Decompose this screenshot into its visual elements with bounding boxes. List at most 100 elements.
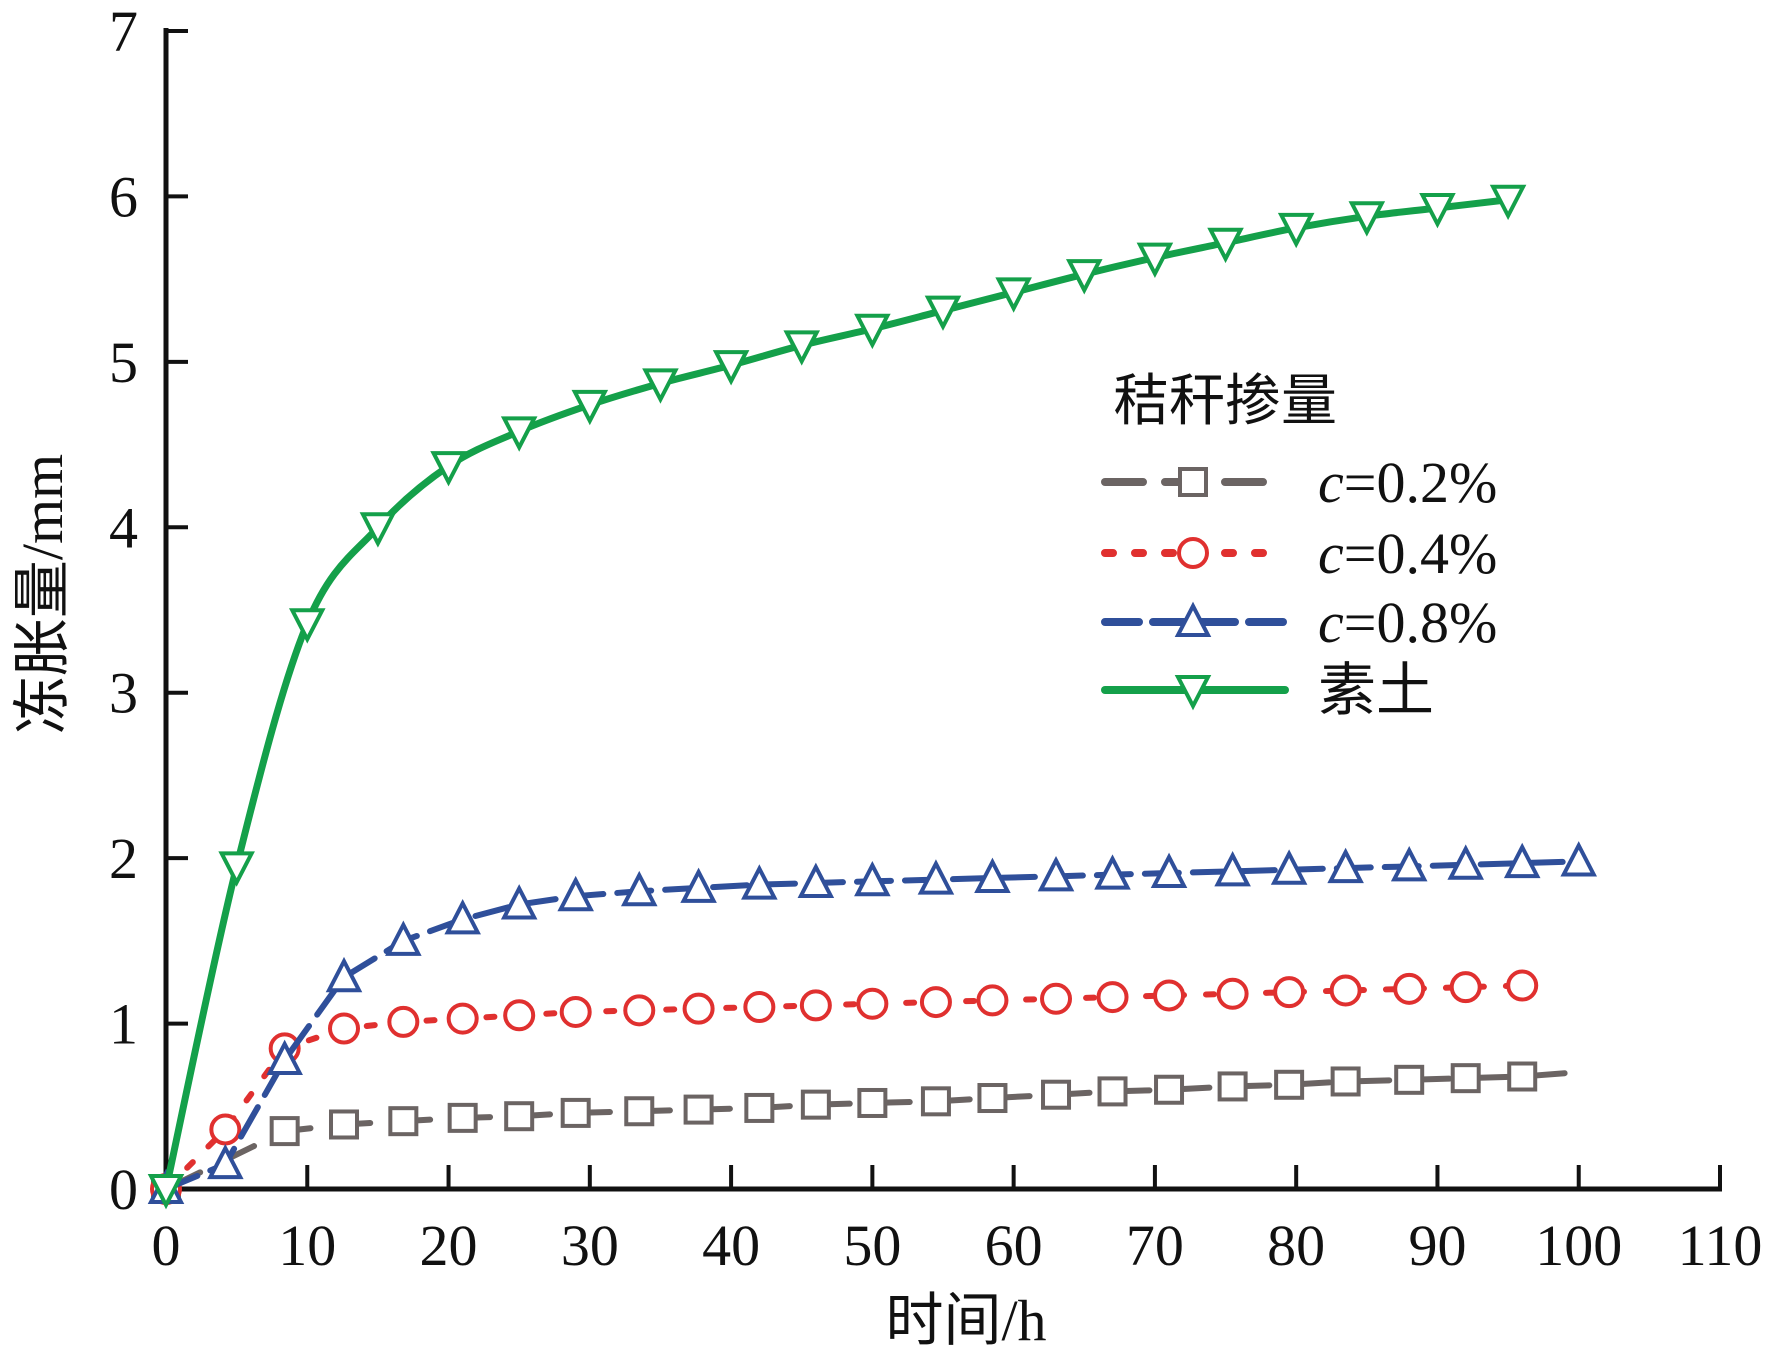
legend-marker xyxy=(1174,601,1212,637)
data-point xyxy=(1096,981,1129,1014)
legend-item: c=0.4% xyxy=(1101,521,1498,586)
series-line xyxy=(163,858,1582,1192)
series-line xyxy=(162,196,1512,1193)
legend-label-text: =0.2% xyxy=(1344,450,1498,515)
data-point xyxy=(977,1083,1008,1114)
x-tick-label: 100 xyxy=(1535,1213,1622,1278)
legend-label: c=0.2% xyxy=(1318,450,1497,515)
data-point xyxy=(500,884,538,920)
data-point xyxy=(683,1094,714,1125)
series-0 xyxy=(151,1061,1568,1204)
y-tick-label: 5 xyxy=(109,330,138,395)
series-2 xyxy=(147,841,1598,1204)
data-point xyxy=(1094,854,1131,890)
y-tick-label: 7 xyxy=(109,0,138,64)
legend-marker xyxy=(1178,467,1208,497)
data-point xyxy=(1507,1061,1538,1092)
data-point xyxy=(854,860,891,897)
data-point xyxy=(856,987,889,1020)
data-point xyxy=(1274,1069,1305,1100)
legend-item: 素土 xyxy=(1101,658,1434,723)
data-point xyxy=(1327,847,1364,884)
data-point xyxy=(288,608,326,644)
data-point xyxy=(147,1174,185,1210)
data-point xyxy=(1097,1076,1128,1107)
x-tick-label: 110 xyxy=(1678,1213,1763,1278)
data-point xyxy=(1207,227,1244,264)
data-point xyxy=(995,277,1032,313)
data-point xyxy=(500,416,538,452)
data-point xyxy=(920,1086,951,1117)
x-tick-label: 90 xyxy=(1408,1213,1466,1278)
legend-marker xyxy=(1177,537,1209,569)
data-point xyxy=(1273,976,1306,1009)
legend-marker xyxy=(1174,675,1212,711)
data-point xyxy=(1560,841,1598,877)
data-point xyxy=(447,1102,478,1133)
x-tick-label: 0 xyxy=(152,1213,181,1278)
data-point xyxy=(207,1143,244,1180)
data-point xyxy=(1154,1074,1185,1105)
x-tick-label: 80 xyxy=(1267,1213,1325,1278)
data-point xyxy=(329,1109,360,1140)
data-point xyxy=(624,1096,655,1127)
data-point xyxy=(1348,201,1386,237)
data-point xyxy=(682,992,715,1025)
legend-label-text: =0.8% xyxy=(1344,590,1498,655)
series-layer xyxy=(147,184,1598,1210)
data-point xyxy=(857,1087,888,1118)
data-point xyxy=(1393,972,1426,1005)
data-point xyxy=(560,1097,591,1128)
data-point xyxy=(919,986,952,1019)
x-tick-label: 70 xyxy=(1126,1213,1184,1278)
data-point xyxy=(559,995,592,1028)
data-point xyxy=(712,350,750,386)
data-point xyxy=(1153,979,1186,1012)
data-point xyxy=(269,1116,300,1147)
data-point xyxy=(1503,842,1541,879)
x-tick-label: 40 xyxy=(702,1213,760,1278)
x-tick-label: 60 xyxy=(985,1213,1043,1278)
y-tick-label: 6 xyxy=(109,164,138,229)
data-point xyxy=(359,512,397,548)
data-point xyxy=(1041,1079,1072,1110)
data-point xyxy=(1037,855,1075,892)
legend-label: c=0.8% xyxy=(1318,590,1497,655)
data-point xyxy=(1394,1064,1425,1095)
data-point xyxy=(620,870,658,907)
data-point xyxy=(1447,844,1484,880)
data-point xyxy=(1449,971,1482,1004)
data-point xyxy=(503,999,536,1032)
data-point xyxy=(974,857,1011,893)
x-axis-title: 时间/h xyxy=(885,1288,1046,1353)
data-point xyxy=(444,898,481,935)
data-point xyxy=(800,1089,831,1120)
data-point xyxy=(1506,969,1539,1002)
data-point xyxy=(799,989,832,1022)
data-point xyxy=(209,1113,242,1146)
data-point xyxy=(797,862,835,898)
data-point xyxy=(1040,982,1073,1015)
data-point xyxy=(1214,851,1251,887)
data-point xyxy=(1419,193,1456,229)
data-point xyxy=(504,1101,535,1132)
data-point xyxy=(325,956,363,993)
data-point xyxy=(924,295,962,331)
y-tick-label: 1 xyxy=(109,992,138,1057)
data-point xyxy=(741,864,778,900)
data-point xyxy=(976,984,1009,1017)
legend-label-text: =0.4% xyxy=(1344,521,1498,586)
x-tick-label: 20 xyxy=(420,1213,478,1278)
data-point xyxy=(1216,977,1249,1010)
data-point xyxy=(623,994,656,1027)
y-tick-label: 2 xyxy=(109,826,138,891)
data-point xyxy=(430,451,467,487)
data-point xyxy=(680,867,717,903)
data-point xyxy=(1065,259,1103,295)
data-point xyxy=(1150,852,1188,889)
data-point xyxy=(388,1106,419,1137)
data-point xyxy=(557,875,594,912)
data-point xyxy=(744,1092,775,1123)
legend-title: 秸秆掺量 xyxy=(1113,371,1337,433)
